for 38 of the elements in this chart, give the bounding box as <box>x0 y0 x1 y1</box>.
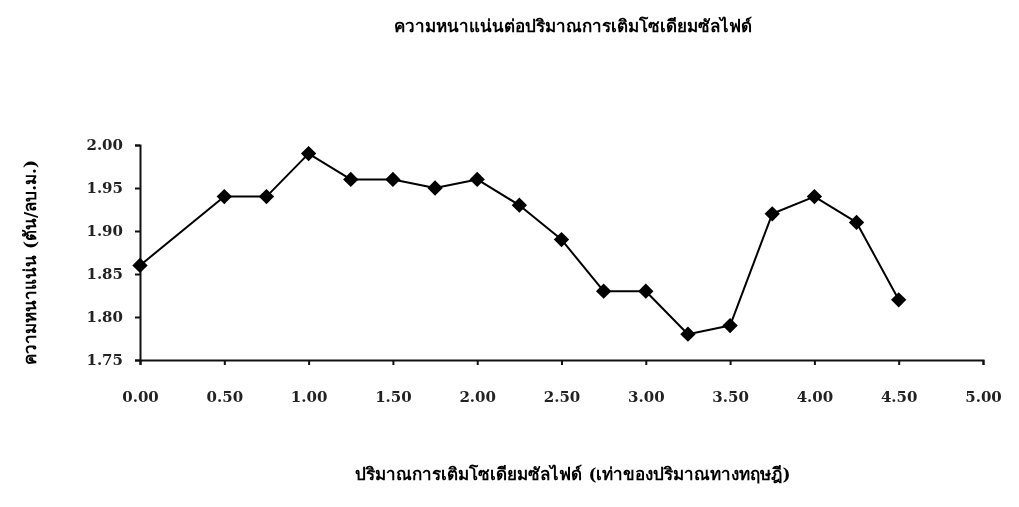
point <box>848 214 865 231</box>
y-axis-title: ความหนาแน่น (ตัน/ลบ.ม.) <box>20 159 40 366</box>
point <box>891 292 907 308</box>
point <box>680 326 696 342</box>
point <box>300 145 317 162</box>
point <box>258 188 275 205</box>
point <box>343 171 359 188</box>
point <box>427 180 443 196</box>
point <box>638 283 654 299</box>
x-tick-label: 4.00 <box>796 387 834 406</box>
y-tick-label: 1.85 <box>86 265 123 284</box>
x-tick-label: 0.50 <box>206 387 244 406</box>
x-tick-label: 4.50 <box>880 387 918 406</box>
y-tick-label: 1.75 <box>86 351 123 370</box>
point <box>595 283 612 299</box>
point <box>132 257 148 274</box>
y-tick-label: 1.80 <box>86 308 123 327</box>
point <box>385 171 401 188</box>
point <box>511 197 528 213</box>
x-tick-label: 5.00 <box>965 387 1002 406</box>
x-tick-label: 2.00 <box>459 387 496 406</box>
point <box>764 206 780 222</box>
point <box>722 317 738 334</box>
y-tick-label: 1.95 <box>86 179 123 198</box>
x-tick-label: 1.00 <box>290 387 328 406</box>
chart-title: ความหนาแน่นต่อปริมาณการเติมโซเดียมซัลไฟด์ <box>394 16 752 36</box>
x-tick-label: 3.50 <box>712 387 749 406</box>
y-tick-label: 1.90 <box>86 222 123 241</box>
point <box>553 231 570 248</box>
x-tick-label: 3.00 <box>628 387 665 406</box>
point <box>806 188 823 205</box>
x-axis-title: ปริมาณการเติมโซเดียมซัลไฟด์ (เท่าของปริมาณทางทฤษฎี) <box>355 464 791 484</box>
x-tick-label: 0.00 <box>122 387 159 406</box>
point <box>216 188 232 205</box>
x-tick-label: 2.50 <box>543 387 581 406</box>
y-tick-label: 2.00 <box>86 136 123 155</box>
x-tick-label: 1.50 <box>375 387 412 406</box>
point <box>469 171 485 188</box>
